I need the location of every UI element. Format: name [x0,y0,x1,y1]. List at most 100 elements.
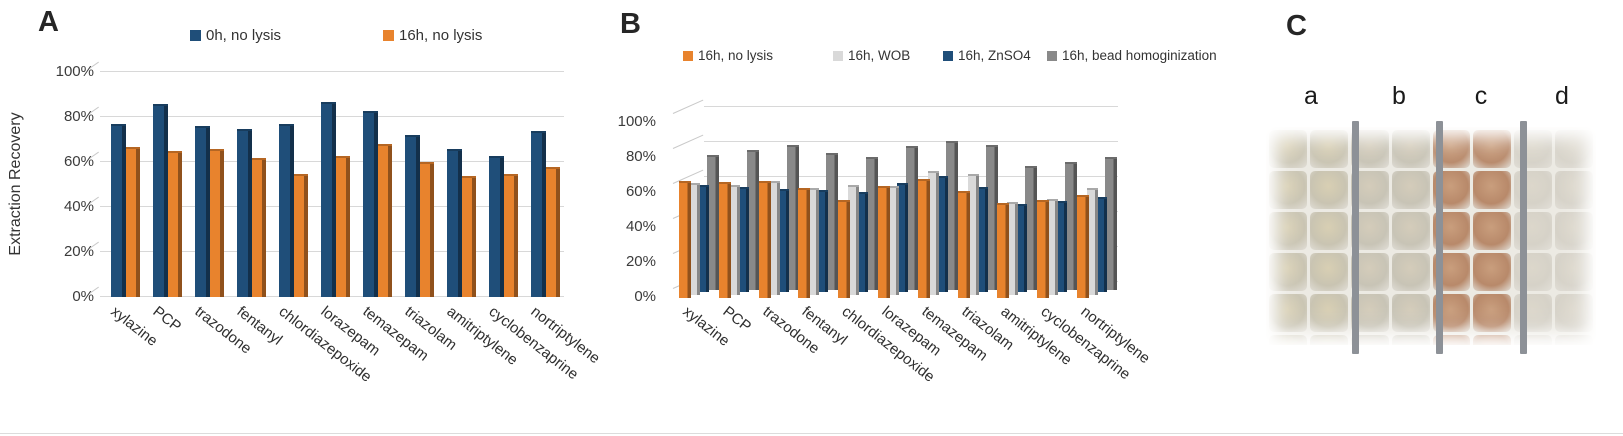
bar-16h-no-lysis-chlordiazepoxide [294,173,308,297]
plate-column-label-b: b [1392,82,1406,110]
bar-16h-ZnSO4-lorazepam [897,183,908,292]
bar-16h-bead-homoginization-temazepam [945,141,958,290]
well [1269,212,1307,250]
bar-16h-ZnSO4-temazepam [936,176,948,292]
bar-16h-bead-homoginization-xylazine [707,155,719,290]
well [1269,171,1307,209]
well [1309,130,1348,168]
bar-16h-ZnSO4-trazodone [777,188,789,292]
well [1391,212,1430,250]
bar-0h-no-lysis-cyclobenzaprine [489,155,504,297]
y-axis-title: Extraction Recovery [7,112,24,256]
bar-16h-no-lysis-lorazepam [336,155,350,297]
legend-swatch-icon [683,50,693,61]
bar-0h-no-lysis-fentanyl [237,128,252,297]
bar-0h-no-lysis-triazolam [405,135,420,297]
bar-16h-bead-homoginization-triazolam [985,144,998,290]
well [1473,130,1512,168]
well [1555,253,1593,291]
well [1391,171,1430,209]
well [1269,294,1307,332]
panel-b-label: B [620,8,641,40]
bar-16h-no-lysis-trazodone [758,180,771,298]
y-tick-label: 80% [625,148,656,165]
legend-item-label: 16h, bead homoginization [1062,48,1217,63]
bar-16h-no-lysis-temazepam [378,144,392,297]
bar-0h-no-lysis-temazepam [363,110,378,297]
bars-layer [102,71,564,297]
bar-16h-WOB-lorazepam [888,186,899,295]
bar-16h-no-lysis-PCP [718,182,731,298]
y-tick-label: 20% [63,243,94,260]
bar-0h-no-lysis-trazodone [195,126,210,297]
legend-swatch-icon [190,30,201,41]
y-tick-label: 100% [617,113,656,130]
y-tick-label: 40% [625,218,656,235]
bar-16h-bead-homoginization-amitriptylene [1025,165,1038,290]
bar-16h-no-lysis-fentanyl [798,187,811,298]
bar-16h-WOB-PCP [728,184,740,295]
plate-column-label-d: d [1555,82,1569,110]
well [1473,253,1512,291]
bar-16h-ZnSO4-triazolam [976,186,988,292]
bar-16h-WOB-cyclobenzaprine [1047,198,1059,295]
well [1473,171,1512,209]
legend-swatch-icon [833,50,843,61]
legend-swatch-icon [943,50,953,61]
bar-16h-no-lysis-amitriptylene [462,175,476,297]
well [1473,335,1512,345]
bar-16h-no-lysis-xylazine [679,180,691,298]
bar-16h-WOB-chlordiazepoxide [848,184,860,295]
bar-16h-no-lysis-lorazepam [878,185,890,298]
well [1309,335,1348,345]
bar-0h-no-lysis-nortriptylene [531,130,546,297]
bar-16h-WOB-nortriptylene [1087,188,1098,295]
bar-16h-bead-homoginization-lorazepam [906,146,918,290]
bar-0h-no-lysis-PCP [153,103,168,297]
y-tick-label: 80% [63,108,94,125]
panel-c-label: C [1286,10,1307,42]
bar-16h-WOB-xylazine [689,182,700,295]
well [1269,335,1307,345]
bars-layer [678,92,1118,300]
bar-16h-bead-homoginization-trazodone [786,144,799,290]
well [1309,212,1348,250]
legend-item: 16h, no lysis [383,27,482,44]
bar-16h-WOB-trazodone [768,181,780,295]
legend-item-label: 16h, ZnSO4 [958,48,1031,63]
bar-16h-bead-homoginization-fentanyl [826,153,839,290]
bar-16h-no-lysis-triazolam [420,162,434,297]
x-tick-label: PCP [149,303,185,336]
bar-0h-no-lysis-xylazine [111,124,126,297]
well [1555,130,1593,168]
well [1473,212,1512,250]
legend-item-label: 0h, no lysis [206,27,282,44]
bar-16h-no-lysis-cyclobenzaprine [504,173,518,297]
bar-16h-no-lysis-triazolam [957,191,970,298]
y-tick-label: 60% [63,153,94,170]
legend-item: 0h, no lysis [190,27,281,44]
legend-item: 16h, ZnSO4 [943,48,1031,63]
legend-item-label: 16h, WOB [848,48,911,63]
plate-column-label-c: c [1474,82,1488,110]
bar-16h-ZnSO4-chlordiazepoxide [857,192,869,292]
well [1555,294,1593,332]
bar-16h-ZnSO4-xylazine [698,185,709,292]
bar-16h-bead-homoginization-chlordiazepoxide [866,156,879,290]
well [1391,335,1430,345]
well [1269,130,1307,168]
bar-16h-no-lysis-chlordiazepoxide [838,199,851,298]
well [1555,335,1593,345]
bar-16h-no-lysis-nortriptylene [1077,194,1089,298]
bar-16h-no-lysis-cyclobenzaprine [1037,199,1050,298]
bar-16h-ZnSO4-nortriptylene [1096,197,1107,292]
legend-item: 16h, no lysis [683,48,773,63]
figure-bottom-rule [0,433,1623,434]
bar-16h-bead-homoginization-PCP [746,149,759,290]
bar-0h-no-lysis-lorazepam [321,101,336,297]
bar-16h-no-lysis-xylazine [126,146,140,297]
well [1555,171,1593,209]
bar-0h-no-lysis-chlordiazepoxide [279,124,294,297]
well [1309,294,1348,332]
